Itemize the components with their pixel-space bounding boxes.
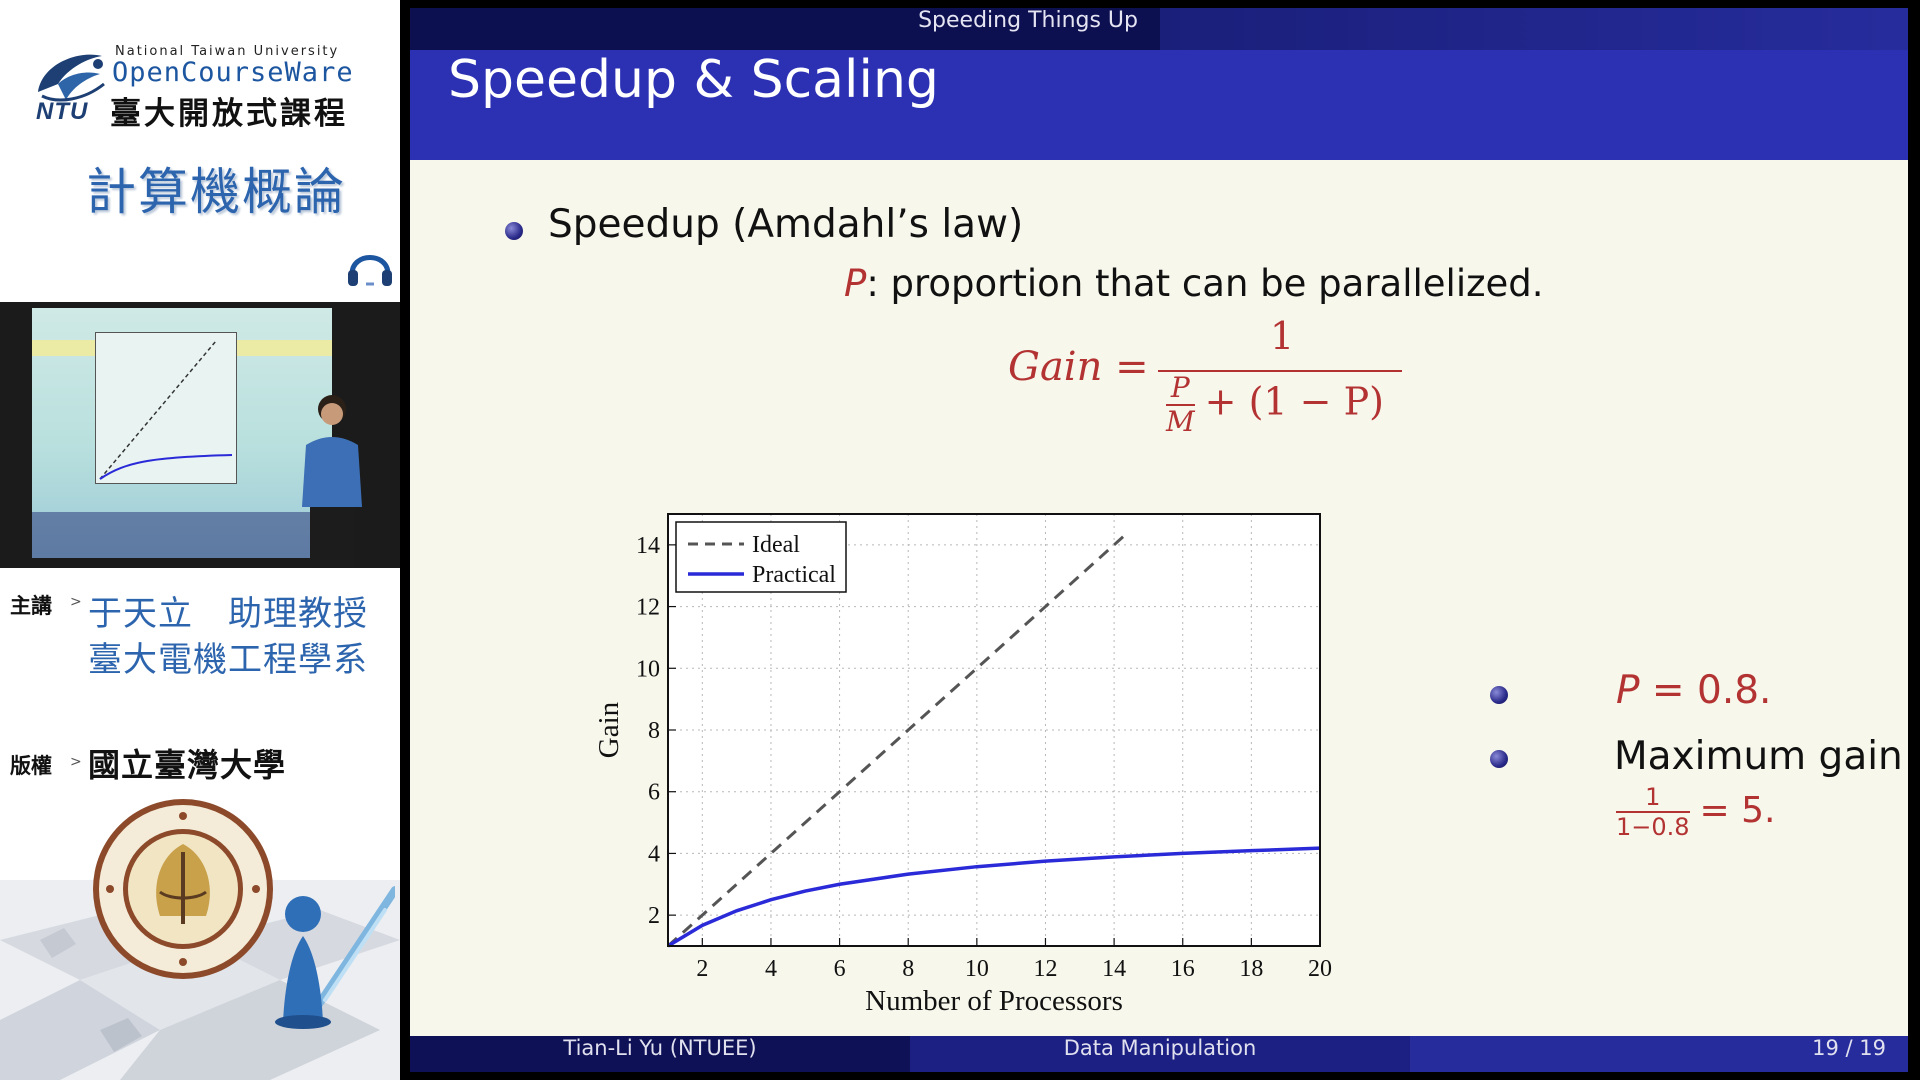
pawn-quill-decoration [275,886,395,1029]
y-tick-label: 12 [636,595,660,621]
title-bar [410,50,1908,160]
x-tick-label: 4 [765,956,777,982]
formula-fraction-bar [1158,370,1402,372]
y-tick-label: 2 [648,903,660,929]
course-title: 計算機概論 [86,163,346,221]
plot-frame [667,513,1321,947]
ocw-name: OpenCourseWare [112,57,354,88]
lecturer-department: 臺大電機工程學系 [88,640,368,680]
bullet-p-rest: = 0.8. [1639,668,1772,713]
projected-chart [95,332,237,484]
bullet-p-value: P = 0.8. [1616,668,1771,713]
headset-icon[interactable] [342,240,398,296]
y-tick-label: 14 [636,533,660,559]
lecturer-arrow-icon: > [70,594,82,610]
course-info-panel: NTU National Taiwan University OpenCours… [0,0,400,1080]
lecture-slide: Speeding Things Up Speedup & Scaling Spe… [410,8,1908,1072]
legend-ideal-label: Ideal [752,532,800,558]
y-tick-label: 6 [648,780,660,806]
section-title-text: Speeding Things Up [918,8,1138,33]
section-title: Speeding Things Up [410,8,1160,50]
projector-footer [32,512,332,558]
gain-chart: 2 4 6 8 10 12 14 16 18 20 2 4 6 8 10 12 14 Number of Proc… [593,513,1332,1017]
x-tick-label: 18 [1239,956,1263,982]
ocw-university-name: National Taiwan University [115,44,340,59]
bullet-speedup: Speedup (Amdahl’s law) [548,202,1024,247]
x-tick-label: 12 [1033,956,1057,982]
lecture-video-thumbnail[interactable] [0,302,400,568]
p-variable: P [844,262,867,305]
footer-topic: Data Manipulation [910,1036,1410,1072]
bullet-icon [1490,686,1508,704]
bullet-max-gain: Maximum gain is [1614,734,1908,779]
slide-footer: Tian-Li Yu (NTUEE) Data Manipulation 19 … [410,1036,1908,1072]
x-tick-label: 8 [902,956,914,982]
max-gain-formula: 1 1−0.8 = 5. [1616,784,1776,840]
ntu-ocw-logo [38,54,105,102]
legend-box [675,521,847,593]
formula-den-rest: + (1 − P) [1204,379,1384,424]
lecturer-name: 于天立 助理教授 [88,594,368,634]
x-axis-label: Number of Processors [865,985,1123,1017]
university-seal [93,799,273,979]
ntu-logo-text: NTU [36,98,89,125]
x-tick-label: 10 [965,956,989,982]
series-practical-line [667,846,1321,948]
y-tick-label: 10 [636,656,660,682]
y-tick-label: 8 [648,718,660,744]
bullet-icon [1490,750,1508,768]
lecturer-label: 主講 [10,594,52,618]
p-definition: P: proportion that can be parallelized. [844,262,1544,305]
y-axis-label: Gain [593,701,625,758]
x-tick-label: 6 [834,956,846,982]
footer-page-number: 19 / 19 [1812,1036,1886,1060]
max-gain-fraction: 1 1−0.8 [1616,784,1690,840]
lecturer-figure [302,395,362,567]
legend-practical-label: Practical [752,562,836,588]
x-tick-label: 16 [1171,956,1195,982]
max-frac-bottom: 1−0.8 [1616,813,1690,841]
max-gain-rest: = 5. [1699,790,1776,831]
copyright-holder: 國立臺灣大學 [88,746,287,784]
footer-page: 19 / 19 [1410,1036,1908,1072]
formula-numerator: 1 [1270,314,1295,358]
x-tick-label: 14 [1102,956,1126,982]
formula-denominator: P M + (1 − P) [1166,374,1384,436]
copyright-arrow-icon: > [70,754,82,770]
formula-den-bottom: M [1166,405,1195,438]
x-tick-label: 2 [696,956,708,982]
section-tab [410,8,1160,50]
slide-title: Speedup & Scaling [448,50,939,110]
bullet-icon [505,222,523,240]
footer-author: Tian-Li Yu (NTUEE) [410,1036,910,1072]
p-definition-text: : proportion that can be parallelized. [866,262,1544,305]
x-tick-label: 20 [1308,956,1332,982]
series-ideal-line [666,534,1126,948]
formula-den-top: P [1170,371,1190,404]
y-tick-label: 4 [648,841,660,867]
formula-lhs: Gain = [1008,344,1149,390]
max-frac-top: 1 [1645,783,1661,811]
bullet-p-variable: P [1616,668,1640,713]
ocw-chinese-name: 臺大開放式課程 [110,96,348,132]
copyright-label: 版權 [10,754,52,778]
